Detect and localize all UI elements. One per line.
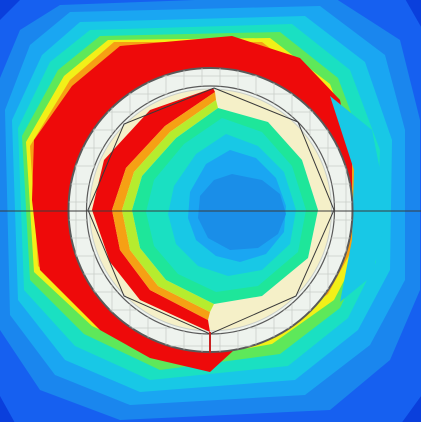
contour-right-cool-zone bbox=[330, 96, 388, 302]
interior-red-crescent bbox=[92, 88, 215, 332]
interior-core-blue bbox=[198, 174, 286, 250]
interior-orange-band bbox=[112, 92, 216, 320]
interior-yellow-band bbox=[122, 100, 218, 312]
